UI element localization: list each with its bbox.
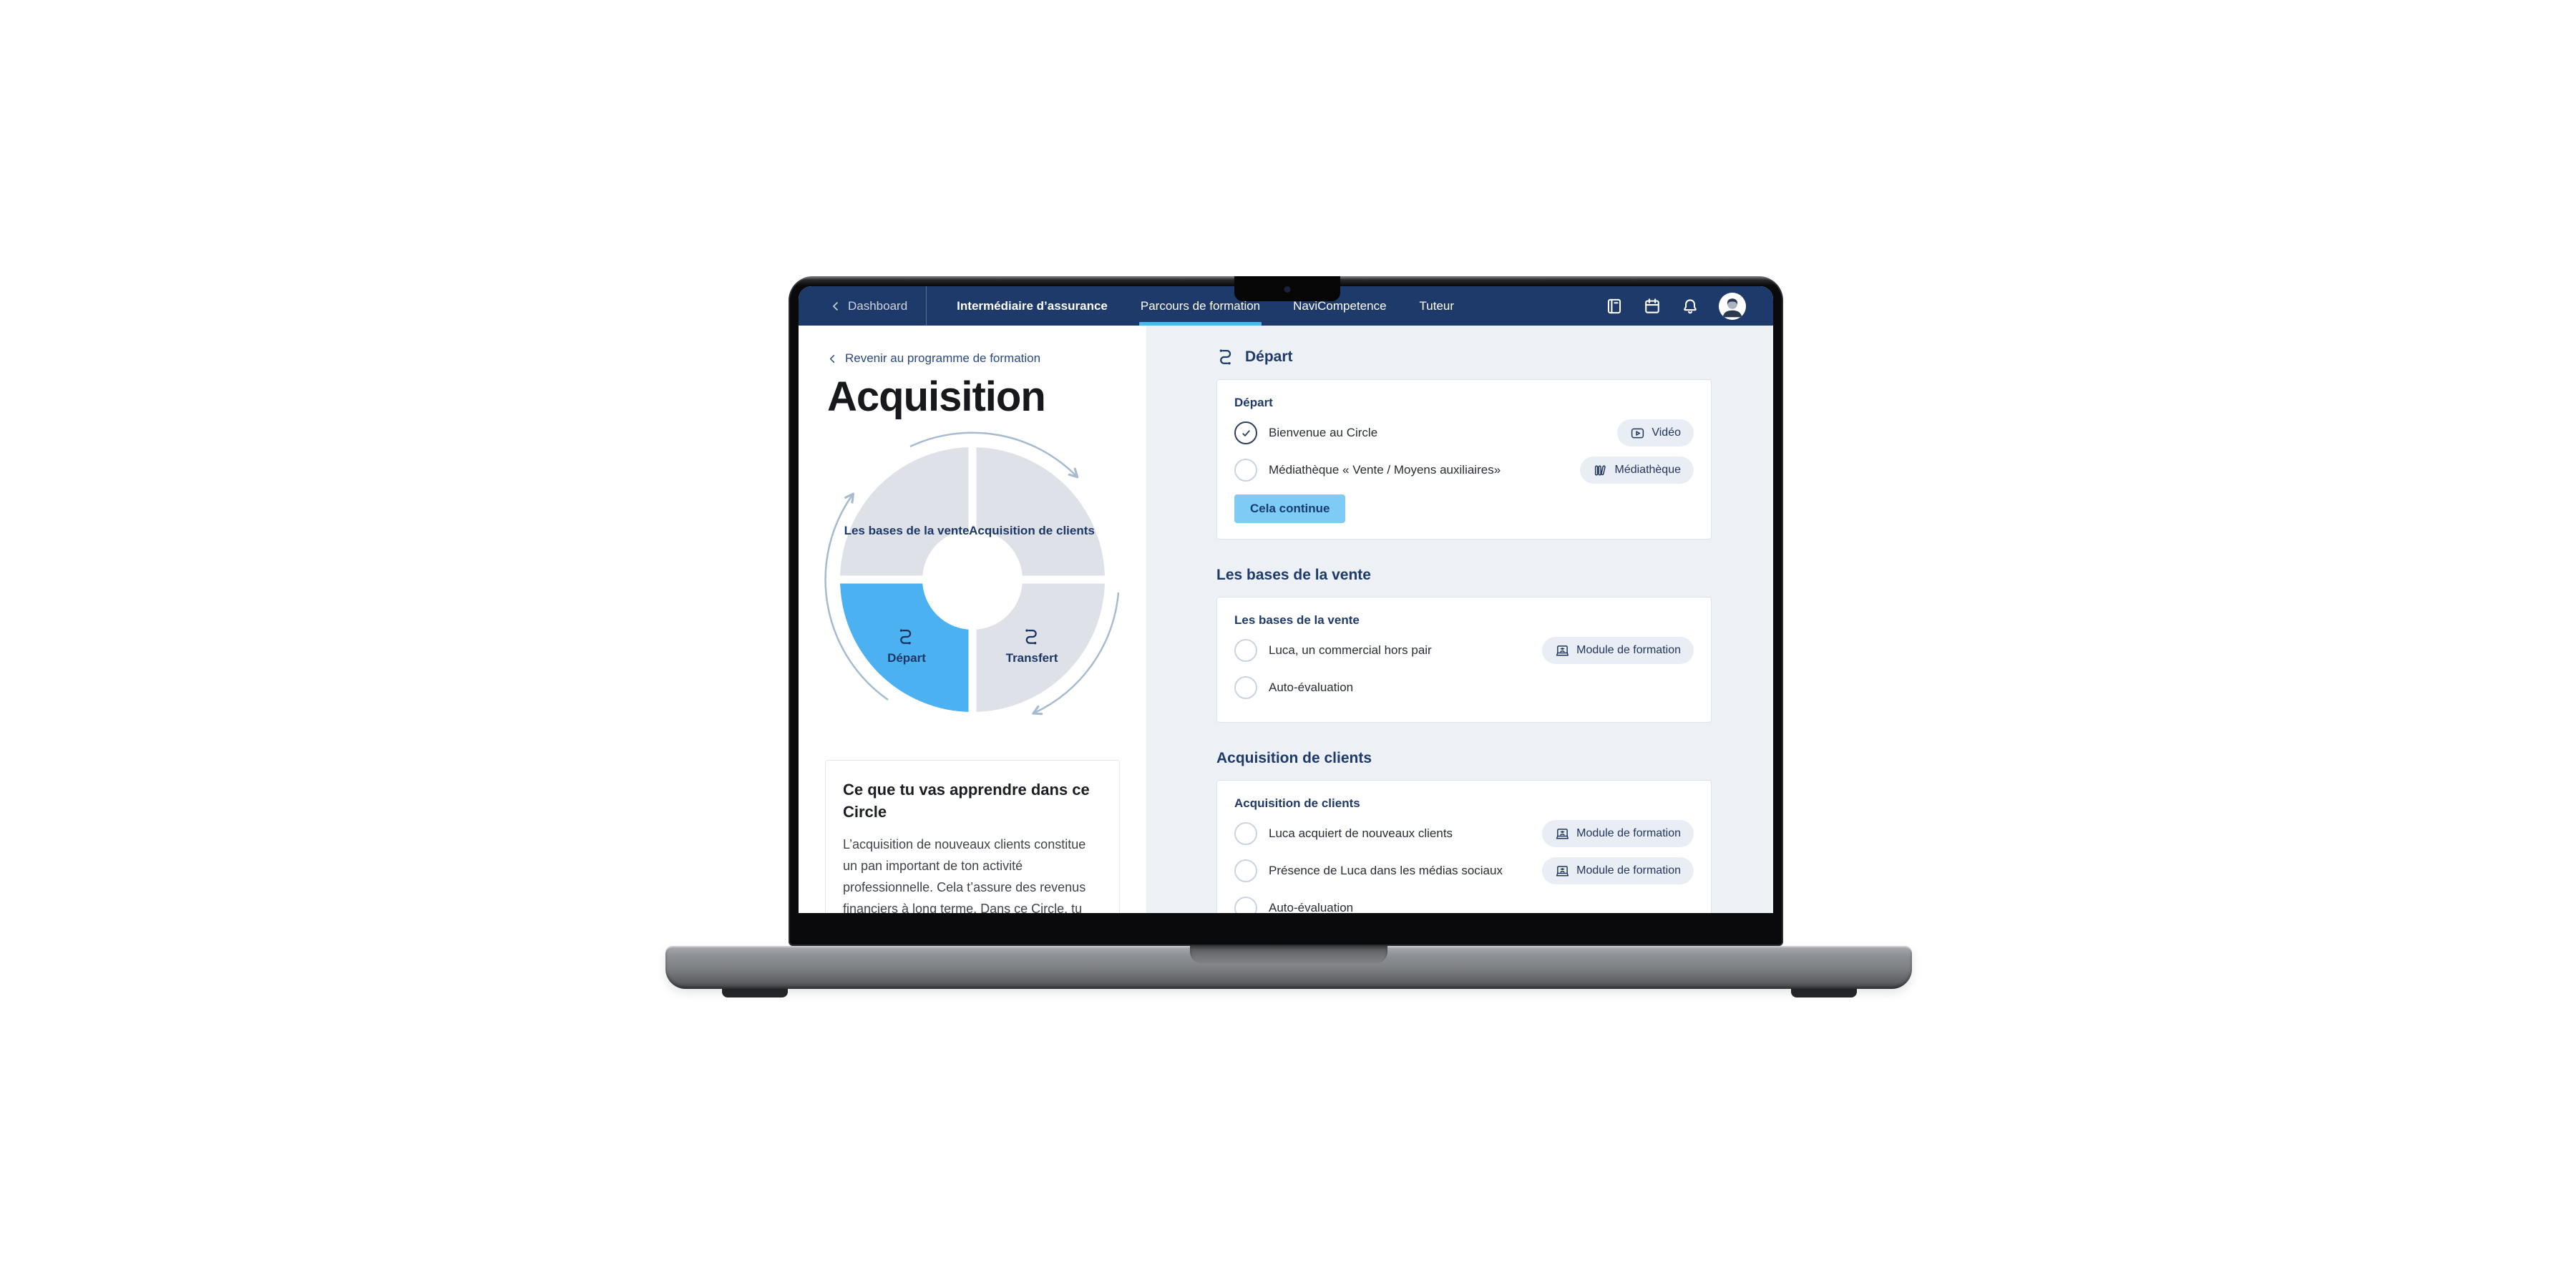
laptop-screen-bezel: Dashboard Intermédiaire d’assurance Parc…: [789, 276, 1783, 946]
list-item: Luca, un commercial hors pair Module de …: [1234, 632, 1694, 669]
main-content: Revenir au programme de formation Acquis…: [799, 326, 1773, 913]
webcam-icon: [1284, 286, 1291, 293]
checkbox-unchecked[interactable]: [1234, 822, 1257, 845]
item-label[interactable]: Bienvenue au Circle: [1269, 426, 1378, 439]
avatar-person-icon: [1719, 292, 1746, 320]
card-title: Les bases de la vente: [1234, 613, 1360, 627]
wheel-segment-label-depart: Départ: [887, 651, 926, 665]
left-panel: Revenir au programme de formation Acquis…: [799, 326, 1146, 913]
circle-description-body: L’acquisition de nouveaux clients consti…: [843, 836, 1086, 913]
card-title: Départ: [1234, 396, 1273, 409]
nav-tab-intermediaire[interactable]: Intermédiaire d’assurance: [957, 298, 1108, 313]
badge-module-formation[interactable]: Module de formation: [1542, 857, 1694, 884]
route-icon: [1025, 628, 1038, 645]
section-title: Acquisition de clients: [1216, 750, 1372, 766]
section-card: Départ Bienvenue au Circle Vidéo: [1216, 379, 1712, 540]
app-window: Dashboard Intermédiaire d’assurance Parc…: [799, 286, 1773, 913]
training-module-icon: [1556, 645, 1569, 656]
chevron-left-icon: [829, 354, 835, 363]
avatar[interactable]: [1719, 292, 1746, 320]
back-link-label: Revenir au programme de formation: [845, 351, 1041, 365]
section-title: Départ: [1245, 348, 1293, 365]
route-icon: [899, 628, 912, 645]
laptop-notch: [1234, 276, 1340, 301]
badge-video[interactable]: Vidéo: [1617, 419, 1694, 447]
badge-module-formation[interactable]: Module de formation: [1542, 820, 1694, 847]
item-label[interactable]: Présence de Luca dans les médias sociaux: [1269, 864, 1503, 877]
continue-button[interactable]: Cela continue: [1234, 494, 1346, 523]
checkbox-unchecked[interactable]: [1234, 859, 1257, 882]
video-icon: [1631, 428, 1644, 438]
section-depart: Départ Départ Bienvenue au Circle: [1216, 347, 1712, 540]
checkbox-unchecked[interactable]: [1234, 459, 1257, 482]
circle-description-card: Ce que tu vas apprendre dans ce Circle L…: [825, 760, 1120, 913]
wheel-segment-label-transfert: Transfert: [1005, 651, 1058, 665]
list-item: Auto-évaluation: [1234, 669, 1694, 706]
section-acquisition-clients: Acquisition de clients Acquisition de cl…: [1216, 750, 1712, 913]
back-to-program-link[interactable]: Revenir au programme de formation: [827, 351, 1118, 366]
list-item: Auto-évaluation: [1234, 889, 1694, 913]
section-card: Acquisition de clients Luca acquiert de …: [1216, 780, 1712, 913]
wheel-segment-depart: Départ: [887, 627, 926, 665]
circle-description-title: Ce que tu vas apprendre dans ce Circle: [843, 781, 1090, 821]
section-bases-vente: Les bases de la vente Les bases de la ve…: [1216, 567, 1712, 723]
route-icon: [1219, 348, 1231, 366]
right-panel: Départ Départ Bienvenue au Circle: [1146, 326, 1773, 913]
wheel-segment-transfert: Transfert: [1006, 627, 1058, 665]
laptop-base: [665, 946, 1912, 989]
list-item: Présence de Luca dans les médias sociaux…: [1234, 852, 1694, 889]
bell-icon[interactable]: [1681, 297, 1699, 316]
cycle-donut-chart[interactable]: [822, 429, 1123, 730]
section-title: Les bases de la vente: [1216, 567, 1371, 583]
training-module-icon: [1556, 865, 1569, 877]
checkbox-checked[interactable]: [1234, 421, 1257, 444]
library-icon: [1595, 464, 1606, 476]
calendar-icon[interactable]: [1643, 297, 1662, 316]
training-module-icon: [1556, 828, 1569, 839]
card-title: Acquisition de clients: [1234, 796, 1360, 810]
learning-cycle-wheel: Les bases de la vente Acquisition de cli…: [822, 429, 1123, 730]
nav-right-icons: [1605, 292, 1746, 320]
nav-tab-tuteur[interactable]: Tuteur: [1419, 298, 1455, 313]
checkbox-unchecked[interactable]: [1234, 897, 1257, 913]
nav-tab-navicompetence[interactable]: NaviCompetence: [1293, 298, 1387, 313]
nav-back-label: Dashboard: [848, 298, 908, 313]
page-title: Acquisition: [827, 374, 1046, 420]
item-label[interactable]: Médiathèque « Vente / Moyens auxiliaires…: [1269, 463, 1501, 477]
wheel-segment-label-bases: Les bases de la vente: [844, 524, 970, 537]
item-label[interactable]: Luca acquiert de nouveaux clients: [1269, 826, 1453, 840]
section-header: Départ: [1216, 347, 1712, 366]
nav-divider: [926, 286, 927, 326]
nav-tab-parcours[interactable]: Parcours de formation: [1138, 286, 1262, 326]
check-icon: [1241, 429, 1250, 436]
badge-module-formation[interactable]: Module de formation: [1542, 637, 1694, 664]
checkbox-unchecked[interactable]: [1234, 676, 1257, 699]
section-header: Les bases de la vente: [1216, 567, 1712, 584]
item-label[interactable]: Auto-évaluation: [1269, 901, 1354, 913]
laptop-lid-scoop: [1190, 946, 1387, 963]
wheel-segment-label-acquisition: Acquisition de clients: [969, 524, 1095, 537]
item-label[interactable]: Auto-évaluation: [1269, 680, 1354, 694]
nav-back-dashboard[interactable]: Dashboard: [830, 299, 907, 313]
chevron-left-icon: [833, 301, 838, 311]
nav-tabs: Intermédiaire d’assurance Parcours de fo…: [957, 286, 1454, 326]
list-item: Médiathèque « Vente / Moyens auxiliaires…: [1234, 452, 1694, 489]
section-card: Les bases de la vente Luca, un commercia…: [1216, 597, 1712, 723]
badge-mediatheque[interactable]: Médiathèque: [1580, 457, 1694, 484]
checkbox-unchecked[interactable]: [1234, 639, 1257, 662]
section-header: Acquisition de clients: [1216, 750, 1712, 767]
list-item: Luca acquiert de nouveaux clients Module…: [1234, 815, 1694, 852]
item-label[interactable]: Luca, un commercial hors pair: [1269, 643, 1432, 657]
list-item: Bienvenue au Circle Vidéo: [1234, 414, 1694, 452]
book-icon[interactable]: [1605, 297, 1624, 316]
